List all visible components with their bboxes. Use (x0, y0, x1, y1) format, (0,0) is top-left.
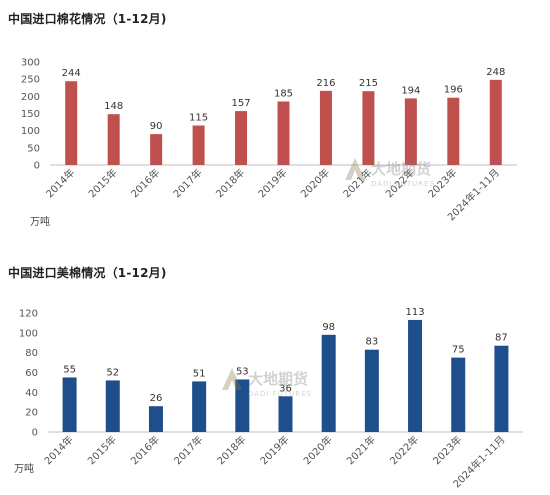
cotton-data-label: 196 (444, 85, 463, 96)
cotton-bar (447, 97, 460, 165)
us-cotton-category-label: 2017年 (171, 433, 205, 467)
us-cotton-y-tick-label: 0 (32, 428, 38, 439)
us-cotton-bar (235, 379, 250, 432)
us-cotton-data-label: 52 (106, 367, 119, 378)
cotton-data-label: 185 (274, 88, 293, 99)
us-cotton-bar (192, 381, 207, 432)
cotton-bar (65, 81, 78, 165)
us-cotton-bar (278, 396, 293, 432)
dadi-futures-watermark: 大地期货 DADI FUTURES (345, 158, 435, 188)
cotton-y-tick-label: 0 (34, 161, 40, 172)
cotton-y-tick-label: 150 (21, 109, 40, 120)
cotton-bar (107, 114, 120, 165)
cotton-category-label: 2019年 (255, 166, 289, 200)
cotton-data-label: 90 (150, 121, 163, 132)
us-cotton-category-label: 2018年 (214, 433, 248, 467)
us-cotton-data-label: 83 (365, 337, 378, 348)
watermark-logo-icon (345, 158, 365, 180)
us-cotton-category-label: 2023年 (430, 433, 464, 467)
cotton-category-label: 2018年 (213, 166, 247, 200)
us-cotton-bar (451, 357, 466, 432)
cotton-data-label: 244 (62, 68, 81, 79)
us-cotton-category-label: 2020年 (301, 433, 335, 467)
us-cotton-data-label: 55 (63, 364, 76, 375)
us-cotton-y-tick-label: 80 (25, 348, 38, 359)
us-cotton-data-label: 26 (150, 393, 163, 404)
cotton-y-tick-label: 200 (21, 92, 40, 103)
us-cotton-y-tick-label: 120 (19, 309, 38, 320)
cotton-category-label: 2015年 (86, 166, 120, 200)
us-cotton-category-label: 2015年 (85, 433, 119, 467)
cotton-data-label: 115 (189, 113, 208, 124)
cotton-y-tick-label: 300 (21, 58, 40, 69)
us-cotton-chart-group: 0 20 40 60 80 100 120 55 2014年 52 2015年 26 2016年 51 20… (19, 307, 523, 490)
us-cotton-data-label: 75 (452, 345, 465, 356)
us-cotton-data-label: 98 (322, 322, 335, 333)
cotton-chart-group: 0 50 100 150 200 250 300 244 2014年 148 2015年 90 2016… (21, 58, 517, 223)
us-cotton-bar (148, 406, 163, 432)
cotton-bar (150, 134, 163, 165)
us-cotton-category-label: 2022年 (387, 433, 421, 467)
us-cotton-bar (62, 377, 77, 432)
watermark-brand-en: DADI FUTURES (248, 390, 312, 398)
cotton-bar (192, 125, 205, 165)
us-cotton-category-label: 2014年 (41, 433, 75, 467)
y-unit-label-us-cotton: 万吨 (14, 464, 34, 475)
us-cotton-category-label: 2021年 (344, 433, 378, 467)
cotton-category-label: 2016年 (128, 166, 162, 200)
chart-title-cotton-imports: 中国进口棉花情况（1-12月) (8, 12, 167, 26)
y-unit-label-cotton: 万吨 (30, 217, 50, 228)
cotton-data-label: 216 (316, 78, 335, 89)
watermark-brand-en: DADI FUTURES (371, 180, 435, 188)
us-cotton-bar (494, 345, 509, 432)
us-cotton-category-label: 2019年 (257, 433, 291, 467)
us-cotton-bar (105, 380, 120, 432)
watermark-logo-icon (222, 368, 242, 390)
us-cotton-y-tick-label: 100 (19, 328, 38, 339)
cotton-category-label: 2020年 (298, 166, 332, 200)
cotton-bar (362, 91, 375, 165)
watermark-brand-cn: 大地期货 (371, 160, 431, 178)
us-cotton-data-label: 51 (193, 368, 206, 379)
us-cotton-bar (364, 349, 379, 432)
cotton-data-label: 194 (401, 85, 420, 96)
cotton-y-tick-label: 100 (21, 126, 40, 137)
us-cotton-category-label: 2016年 (128, 433, 162, 467)
chart-title-us-cotton-imports: 中国进口美棉情况（1-12月) (8, 266, 167, 280)
us-cotton-data-label: 53 (236, 366, 249, 377)
cotton-y-tick-label: 50 (27, 143, 40, 154)
us-cotton-data-label: 36 (279, 383, 292, 394)
cotton-bar (319, 90, 332, 165)
watermark-brand-cn: 大地期货 (248, 370, 308, 388)
us-cotton-bar (321, 334, 336, 432)
cotton-bar (489, 79, 502, 165)
us-cotton-data-label: 87 (495, 333, 508, 344)
us-cotton-bar (408, 319, 423, 432)
cotton-bar (404, 98, 417, 165)
cotton-data-label: 248 (486, 67, 505, 78)
cotton-data-label: 148 (104, 101, 123, 112)
cotton-bar (277, 101, 290, 165)
cotton-data-label: 215 (359, 78, 378, 89)
cotton-category-label: 2014年 (43, 166, 77, 200)
cotton-bar (235, 111, 248, 165)
us-cotton-y-tick-label: 60 (25, 368, 38, 379)
dadi-futures-watermark: 大地期货 DADI FUTURES (222, 368, 312, 398)
us-cotton-y-tick-label: 20 (25, 408, 38, 419)
us-cotton-data-label: 113 (405, 307, 424, 318)
cotton-category-label: 2017年 (170, 166, 204, 200)
us-cotton-y-tick-label: 40 (25, 388, 38, 399)
cotton-data-label: 157 (231, 98, 250, 109)
cotton-y-tick-label: 250 (21, 75, 40, 86)
